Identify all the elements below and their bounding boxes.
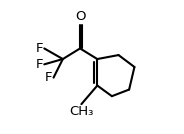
Text: F: F [36,42,43,55]
Text: CH₃: CH₃ [69,105,94,118]
Text: O: O [75,10,85,23]
Text: F: F [45,71,52,84]
Text: F: F [36,58,43,71]
